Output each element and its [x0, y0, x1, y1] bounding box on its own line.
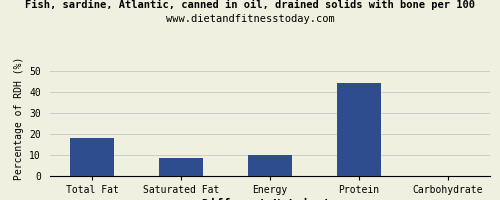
Bar: [336, 83, 381, 176]
Bar: [248, 155, 292, 176]
Bar: [70, 138, 114, 176]
Y-axis label: Percentage of RDH (%): Percentage of RDH (%): [14, 56, 24, 180]
X-axis label: Different Nutrients: Different Nutrients: [202, 198, 338, 200]
Bar: [159, 158, 204, 176]
Text: Fish, sardine, Atlantic, canned in oil, drained solids with bone per 100: Fish, sardine, Atlantic, canned in oil, …: [25, 0, 475, 10]
Text: www.dietandfitnesstoday.com: www.dietandfitnesstoday.com: [166, 14, 334, 24]
